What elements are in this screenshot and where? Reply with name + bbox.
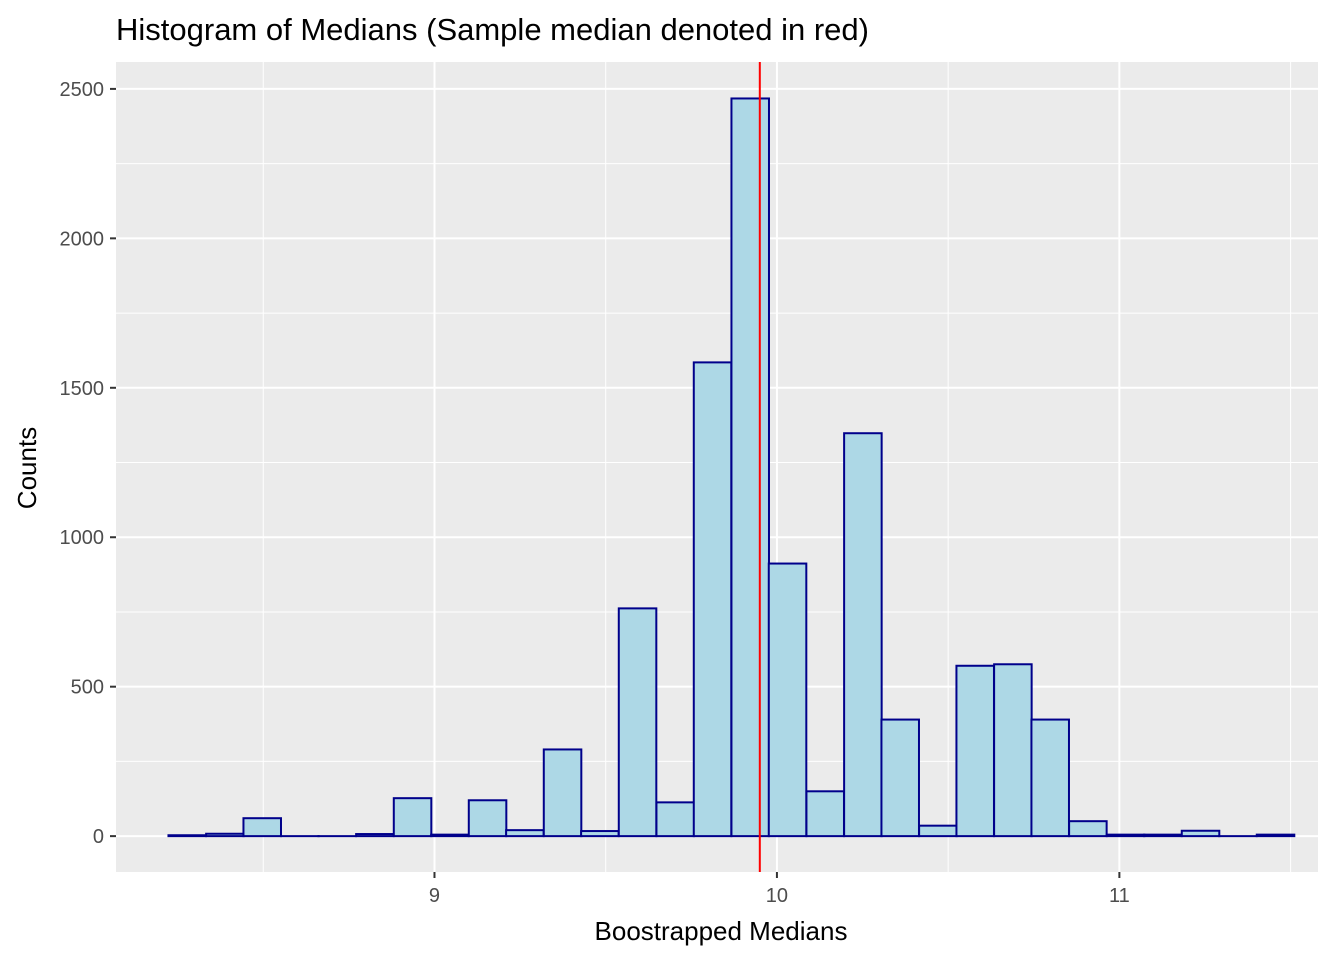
histogram-bar bbox=[167, 834, 207, 838]
y-tick-label: 2000 bbox=[60, 228, 105, 250]
x-axis-title: Boostrapped Medians bbox=[595, 916, 848, 946]
histogram-bar bbox=[1105, 833, 1146, 838]
histogram-bar bbox=[542, 748, 583, 838]
y-axis-title: Counts bbox=[12, 427, 42, 509]
y-axis: 0 500 1000 1500 2000 2500 bbox=[60, 79, 116, 848]
y-tick-label: 1500 bbox=[60, 378, 105, 400]
histogram-bar bbox=[730, 97, 770, 838]
histogram-bar bbox=[993, 663, 1033, 838]
y-tick-label: 1000 bbox=[60, 527, 105, 549]
histogram-bar bbox=[242, 817, 282, 838]
histogram-bar bbox=[1255, 833, 1296, 838]
histogram-bar bbox=[580, 830, 620, 838]
histogram-bar bbox=[392, 797, 433, 838]
x-tick-label: 9 bbox=[429, 885, 440, 907]
histogram-bar bbox=[767, 562, 808, 838]
histogram-bar bbox=[1180, 829, 1221, 838]
histogram-bar bbox=[1068, 820, 1108, 838]
histogram-bar bbox=[205, 832, 245, 838]
histogram-bar bbox=[1030, 718, 1070, 838]
y-tick-label: 2500 bbox=[60, 79, 105, 101]
histogram-bar bbox=[805, 790, 845, 838]
chart-title: Histogram of Medians (Sample median deno… bbox=[116, 12, 869, 47]
histogram-bar bbox=[617, 607, 658, 838]
histogram-bar bbox=[355, 833, 395, 838]
histogram-bar bbox=[880, 718, 920, 838]
histogram-bar bbox=[655, 801, 695, 838]
histogram-bar bbox=[430, 833, 470, 838]
histogram-bar bbox=[692, 361, 733, 838]
histogram-bar bbox=[955, 664, 995, 838]
y-tick-label: 500 bbox=[71, 677, 104, 699]
histogram-bars bbox=[167, 97, 1296, 838]
histogram-bar bbox=[505, 829, 545, 838]
histogram-bar bbox=[843, 432, 883, 838]
x-tick-label: 10 bbox=[766, 885, 788, 907]
x-axis: 9 10 11 bbox=[429, 872, 1130, 907]
y-tick-label: 0 bbox=[93, 826, 104, 848]
histogram-bar bbox=[1143, 833, 1183, 838]
histogram-bar bbox=[467, 799, 508, 838]
histogram-bar bbox=[918, 824, 958, 838]
x-tick-label: 11 bbox=[1109, 885, 1130, 907]
